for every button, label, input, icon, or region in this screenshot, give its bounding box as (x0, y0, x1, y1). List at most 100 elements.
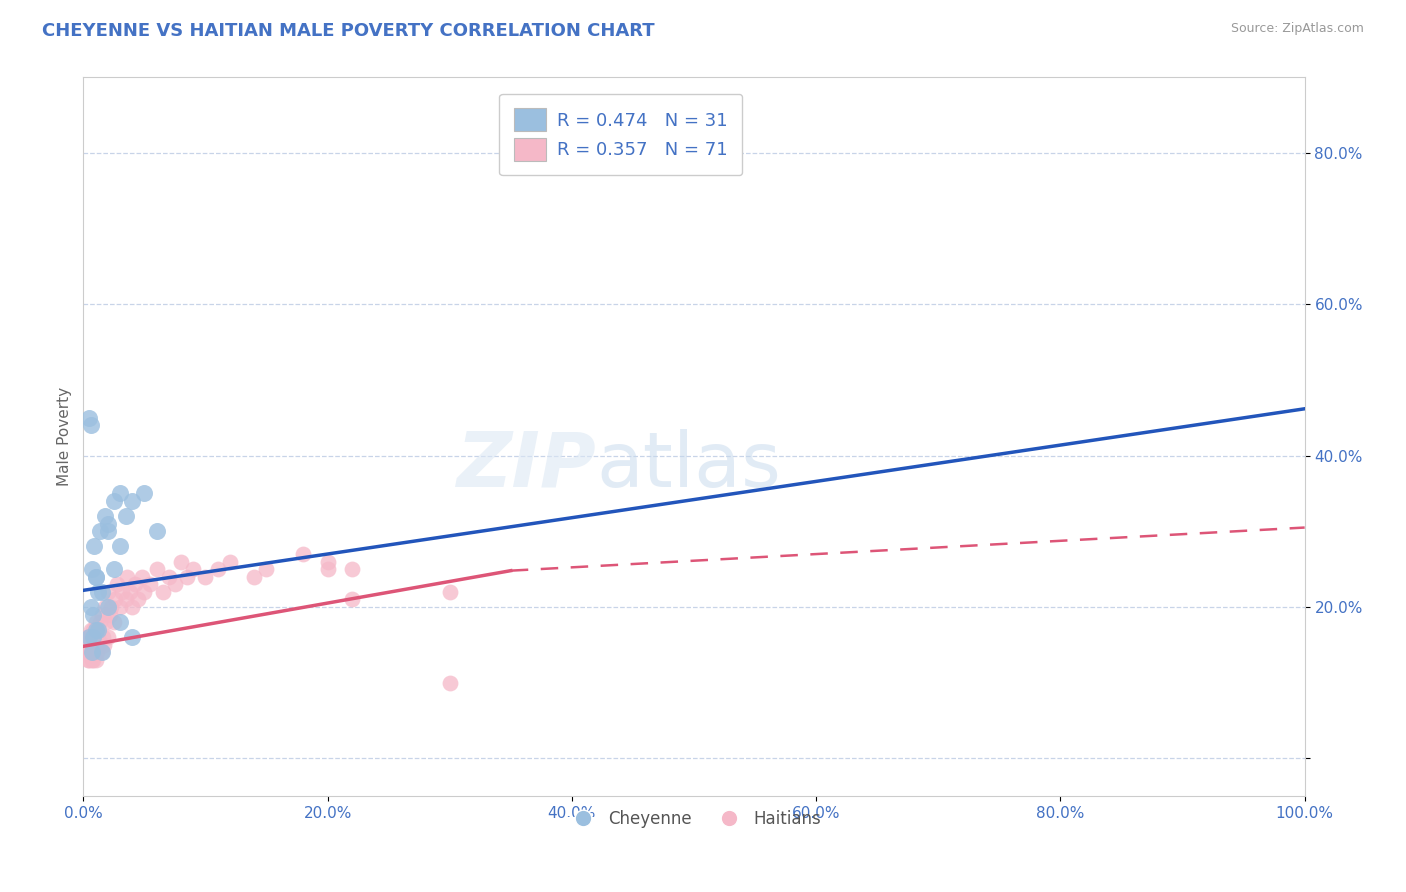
Point (170, 555, 193, 569)
Point (94, 509, 117, 524)
Point (316, 562, 339, 576)
Point (77, 653, 100, 667)
Point (145, 562, 167, 576)
Point (80, 638, 103, 652)
Point (80, 562, 103, 576)
Point (163, 577, 186, 591)
Point (115, 509, 138, 524)
Point (76, 630, 98, 644)
Point (181, 562, 204, 576)
Point (79, 630, 101, 644)
Point (340, 562, 363, 576)
Point (96, 615, 118, 629)
Point (84, 653, 107, 667)
Point (256, 562, 278, 576)
Point (97, 599, 120, 614)
Point (87, 623, 110, 637)
Point (77, 638, 100, 652)
Point (87, 623, 110, 637)
Point (243, 570, 266, 584)
Point (439, 584, 461, 599)
Point (79, 623, 101, 637)
Point (87, 630, 110, 644)
Point (97, 584, 120, 599)
Point (79, 630, 101, 644)
Point (98, 607, 121, 622)
Point (103, 562, 125, 576)
Point (439, 675, 461, 690)
Point (82, 645, 104, 659)
Point (84, 570, 107, 584)
Point (90, 645, 112, 659)
Point (80, 653, 103, 667)
Point (82, 653, 104, 667)
Point (131, 570, 153, 584)
Point (86, 638, 108, 652)
Point (90, 645, 112, 659)
Point (84, 615, 107, 629)
Point (80, 645, 103, 659)
Point (89, 615, 111, 629)
Point (91, 630, 114, 644)
Point (86, 645, 108, 659)
Point (84, 638, 107, 652)
Point (97, 524, 120, 539)
Point (157, 570, 180, 584)
Point (117, 570, 139, 584)
Point (194, 570, 217, 584)
Point (176, 570, 198, 584)
Point (139, 577, 162, 591)
Point (79, 410, 101, 425)
Point (75, 638, 97, 652)
Legend: Cheyenne, Haitians: Cheyenne, Haitians (560, 803, 828, 835)
Point (93, 638, 115, 652)
Point (134, 486, 156, 500)
Point (115, 592, 138, 607)
Point (79, 599, 101, 614)
Point (207, 562, 229, 576)
Point (118, 584, 141, 599)
Point (87, 584, 110, 599)
Text: ZIP: ZIP (457, 428, 596, 502)
Point (108, 599, 131, 614)
Point (89, 638, 111, 652)
Point (79, 418, 101, 433)
Y-axis label: Male Poverty: Male Poverty (58, 387, 72, 486)
Point (79, 645, 101, 659)
Point (152, 584, 174, 599)
Text: atlas: atlas (596, 428, 782, 502)
Text: Source: ZipAtlas.com: Source: ZipAtlas.com (1230, 22, 1364, 36)
Point (79, 638, 101, 652)
Point (90, 607, 112, 622)
Point (104, 592, 127, 607)
Point (90, 584, 112, 599)
Point (145, 524, 167, 539)
Point (121, 599, 143, 614)
Point (107, 577, 129, 591)
Point (83, 645, 105, 659)
Point (121, 494, 143, 508)
Point (340, 592, 363, 607)
Point (84, 623, 107, 637)
Point (218, 555, 240, 569)
Point (79, 645, 101, 659)
Point (76, 645, 98, 659)
Point (83, 540, 105, 554)
Point (111, 584, 134, 599)
Point (94, 599, 117, 614)
Point (84, 570, 107, 584)
Point (80, 630, 103, 644)
Point (292, 547, 315, 561)
Point (89, 524, 111, 539)
Point (97, 630, 120, 644)
Point (108, 615, 131, 629)
Point (79, 653, 101, 667)
Text: CHEYENNE VS HAITIAN MALE POVERTY CORRELATION CHART: CHEYENNE VS HAITIAN MALE POVERTY CORRELA… (42, 22, 655, 40)
Point (97, 516, 120, 531)
Point (108, 486, 131, 500)
Point (134, 584, 156, 599)
Point (316, 555, 339, 569)
Point (82, 630, 104, 644)
Point (121, 630, 143, 644)
Point (100, 599, 122, 614)
